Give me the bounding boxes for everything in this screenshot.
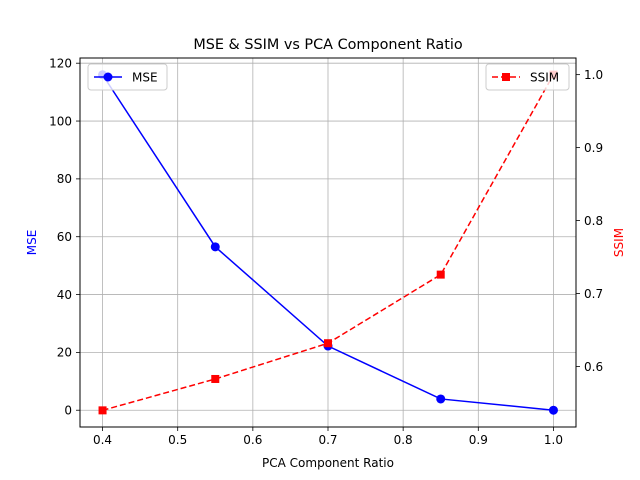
legend-mse-label: MSE [132, 71, 158, 85]
legend-mse: MSE [87, 63, 168, 91]
y-axis-label-right: SSIM [612, 228, 626, 257]
series-mse-point-3 [436, 394, 446, 404]
y-right-tick-label-3: 0.9 [584, 141, 603, 155]
legend-ssim: SSIM [485, 63, 570, 91]
x-tick-label-4: 0.8 [394, 433, 413, 447]
x-tick-label-0: 0.4 [93, 433, 112, 447]
y-right-tick-label-0: 0.6 [584, 360, 603, 374]
legend-ssim-marker [502, 73, 510, 81]
legend-mse-frame [87, 63, 168, 91]
axes: 0.4 0.5 0.6 0.7 0.8 0.9 1.0 0 20 40 60 80 100 120 0.6 0… [49, 57, 603, 447]
y-left-tick-label-3: 60 [57, 230, 72, 244]
y-right-tick-label-2: 0.8 [584, 214, 603, 228]
y-axis-label-left: MSE [25, 230, 39, 256]
series-ssim-point-1 [211, 374, 220, 383]
y-left-tick-label-6: 120 [49, 57, 72, 71]
series-mse-point-4 [548, 405, 558, 415]
legend-mse-marker [103, 72, 113, 82]
y-left-tick-label-4: 80 [57, 172, 72, 186]
chart-title: MSE & SSIM vs PCA Component Ratio [193, 37, 463, 53]
y-left-tick-label-1: 20 [57, 346, 72, 360]
legend-ssim-label: SSIM [530, 71, 559, 85]
series-mse-point-1 [210, 242, 220, 252]
x-tick-label-6: 1.0 [544, 433, 563, 447]
x-tick-label-2: 0.6 [243, 433, 262, 447]
legend-ssim-frame [485, 63, 570, 91]
x-tick-label-3: 0.7 [318, 433, 337, 447]
y-left-tick-label-2: 40 [57, 288, 72, 302]
series-ssim-point-3 [436, 270, 445, 279]
series-ssim-point-0 [98, 406, 107, 415]
series-ssim-point-2 [324, 339, 332, 348]
series-layer [98, 70, 558, 415]
x-tick-label-5: 0.9 [469, 433, 488, 447]
x-tick-label-1: 0.5 [168, 433, 187, 447]
y-left-tick-label-0: 0 [64, 404, 72, 418]
y-right-tick-label-1: 0.7 [584, 287, 603, 301]
y-left-tick-label-5: 100 [49, 114, 72, 128]
grid [80, 58, 576, 427]
y-right-tick-label-4: 1.0 [584, 68, 603, 82]
x-axis-label: PCA Component Ratio [262, 456, 394, 470]
